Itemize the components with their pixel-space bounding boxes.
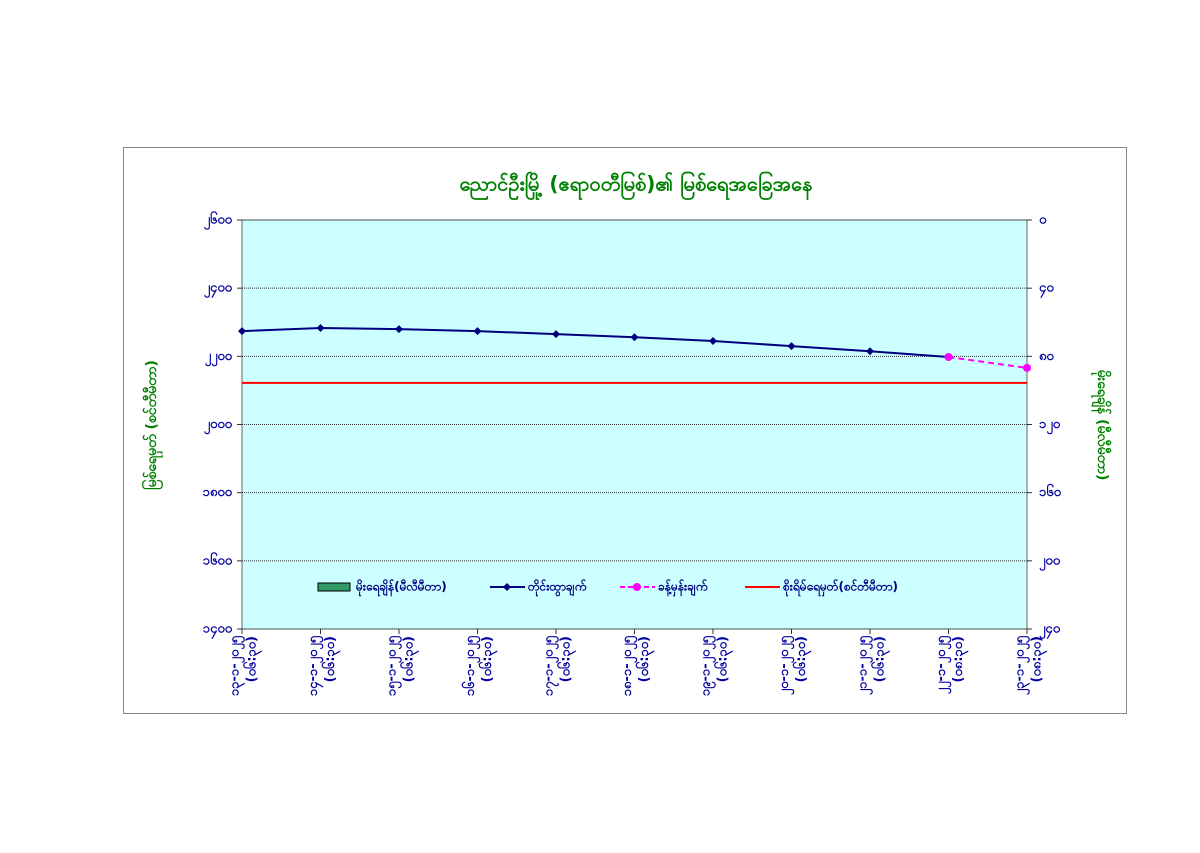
point [944, 353, 953, 362]
x-tick-label: ၁၄-၁-၂၀၂၅ [306, 635, 324, 696]
y2-tick-label: ၄၀ [1039, 281, 1054, 299]
point [630, 333, 639, 342]
x-tick-label: ၁၃-၁-၂၀၂၅ [228, 635, 246, 696]
series-line [241, 327, 949, 359]
series-line [948, 356, 1028, 369]
y-tick-label: ၂၀၀၀ [204, 417, 233, 435]
legend-swatch [317, 582, 351, 592]
x-tick-label: (၀၆:၃၀) [635, 636, 655, 682]
point [473, 327, 482, 336]
y2-tick-label: ၂၀၀ [1039, 553, 1061, 571]
x-tick-label: (၀၆:၃၀) [243, 636, 263, 682]
point [395, 325, 403, 334]
y2-tick-label: ၀ [1039, 213, 1047, 228]
x-tick-label: ၂၂-၁-၂၀၂၅ [934, 635, 952, 694]
point [316, 324, 325, 333]
y2-tick-label: ၁၆၀ [1039, 483, 1062, 500]
y-tick-label: ၁၆၀၀ [203, 551, 233, 568]
point [866, 347, 874, 356]
x-tick-label: (၀၆:၃၀) [400, 636, 420, 682]
x-tick-label: ၂၁-၁-၂၀၂၅ [856, 635, 874, 695]
y-tick-label: ၂၂၀၀ [205, 349, 233, 367]
legend-label: မိုးရေချိန်(မီလီမီတာ) [355, 578, 447, 598]
y-tick-label: ၂၄၀၀ [204, 281, 233, 299]
legend-label: စိုးရိမ်ရေမှတ်(စင်တီမီတာ) [782, 578, 898, 598]
x-tick-label: (၀၆:၃၀) [478, 636, 498, 682]
y-tick-label: ၁၄၀၀ [203, 622, 233, 640]
x-tick-label: (၀၆:၃၀) [321, 636, 341, 682]
x-tick-label: ၁၆-၁-၂၀၂၅ [461, 635, 481, 696]
point [709, 336, 717, 345]
x-tick-label: ၁၈-၁-၂၀၂၅ [620, 635, 638, 696]
x-tick-label: ၁၉-၁-၂၀၂၅ [699, 635, 717, 696]
legend-marker [633, 583, 641, 591]
y-axis-title: မြစ်ရေမှတ် (စင်တီမီတာ) [142, 360, 163, 490]
x-tick-label: (၀၈:၃၀) [1030, 636, 1048, 682]
x-tick-label: (၀၈:၃၀) [951, 636, 969, 682]
y2-tick-label: ၁၂၀ [1039, 417, 1061, 435]
point [787, 342, 796, 351]
x-tick-label: (၀၆:၃၀) [871, 636, 891, 682]
legend-label: ခန့်မှန်းချက် [658, 578, 708, 598]
y-tick-label: ၁၈၀၀ [203, 485, 233, 500]
x-tick-label: ၁၇-၁-၂၀၂၅ [542, 635, 560, 696]
x-tick-label: (၀၆:၃၀) [714, 636, 734, 682]
legend-label: တိုင်းထွာချက် [527, 578, 587, 598]
x-tick-label: ၂၀-၁-၂၀၂၅ [777, 635, 795, 695]
y-tick-label: ၂၆၀၀ [204, 211, 233, 231]
point [238, 327, 246, 336]
x-tick-label: (၀၆:၃၀) [557, 636, 577, 682]
x-tick-label: (၀၆:၃၀) [792, 636, 812, 682]
x-tick-label: ၁၅-၁-၂၀၂၅ [385, 635, 403, 696]
point [552, 330, 560, 339]
y2-tick-label: ၂၄၀ [1039, 622, 1061, 640]
x-tick-label: ၂၃-၁-၂၀၂၅ [1013, 635, 1031, 695]
point [1023, 363, 1031, 372]
y2-axis-title: မိုးရေချိန် (မီလီမီတာ) [1091, 370, 1111, 481]
legend-marker [503, 583, 511, 591]
y2-tick-label: ၈၀ [1039, 349, 1054, 364]
